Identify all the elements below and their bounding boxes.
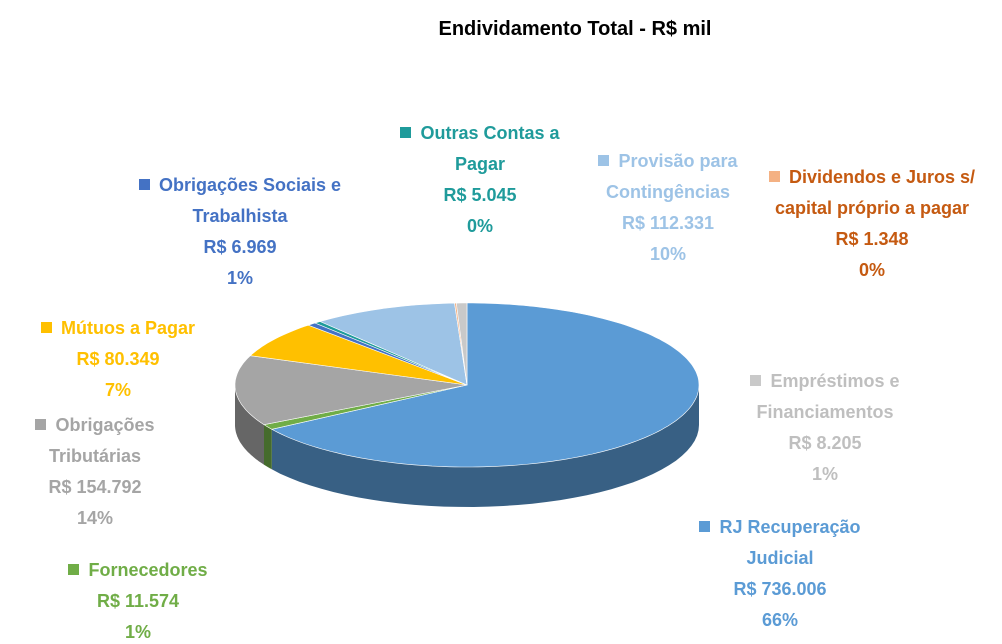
category-label: Obrigações Sociais e Trabalhista [158,175,342,226]
category-line: Obrigações Sociais e Trabalhista [120,170,360,232]
category-line: Fornecedores [23,555,253,586]
category-line: Outras Contas a Pagar [385,118,575,180]
category-label: Obrigações Tributárias [48,415,155,466]
value-label: R$ 1.348 [835,229,909,249]
slice [455,302,468,386]
value-label: R$ 80.349 [76,349,160,369]
data-label: Provisão para Contingências R$ 112.331 10% [578,146,758,270]
data-label: Obrigações Tributárias R$ 154.792 14% [20,410,170,534]
legend-marker [138,179,150,190]
slice [234,355,468,426]
data-label: Dividendos e Juros s/ capital próprio a … [765,162,980,286]
category-line: Obrigações Tributárias [20,410,170,472]
category-line: Mútuos a Pagar [3,313,233,344]
value-label: R$ 5.045 [443,185,517,205]
slice-side [235,385,264,465]
value-label: R$ 112.331 [621,213,715,233]
category-label: Outras Contas a Pagar [420,123,560,174]
slice [270,302,700,468]
percent-label: 14% [76,508,114,528]
value-label: R$ 8.205 [788,433,862,453]
category-line: Dividendos e Juros s/ capital próprio a … [765,162,980,224]
percent-label: 1% [226,268,253,288]
chart-title: Endividamento Total - R$ mil [438,18,712,40]
category-label: Provisão para Contingências [605,151,738,202]
percent-label: 7% [104,380,131,400]
category-label: Mútuos a Pagar [60,318,196,338]
slice-side [271,385,699,507]
legend-marker [750,375,762,386]
category-label: Dividendos e Juros s/ capital próprio a … [774,167,976,218]
data-label: Obrigações Sociais e Trabalhista R$ 6.969… [120,170,360,294]
legend-marker [598,155,610,166]
category-label: Empréstimos e Financiamentos [756,371,900,422]
legend-marker [400,127,412,138]
value-label: R$ 6.969 [203,237,277,257]
data-label: Empréstimos e Financiamentos R$ 8.205 1% [725,366,925,490]
percent-label: 0% [858,260,885,280]
category-line: Empréstimos e Financiamentos [725,366,925,428]
category-line: Provisão para Contingências [578,146,758,208]
legend-marker [768,171,780,182]
data-label: RJ Recuperação Judicial R$ 736.006 66% [680,512,880,636]
slice-side [264,424,272,470]
value-label: R$ 154.792 [48,477,142,497]
percent-label: 66% [761,610,799,630]
category-label: Fornecedores [88,560,208,580]
category-label: RJ Recuperação Judicial [719,517,861,568]
slice [249,324,468,386]
percent-label: 1% [124,622,151,642]
percent-label: 1% [811,464,838,484]
legend-marker [699,521,711,532]
category-line: RJ Recuperação Judicial [680,512,880,574]
slice [319,302,468,386]
legend-marker [68,564,80,575]
data-label: Fornecedores R$ 11.574 1% [23,555,253,644]
legend-marker [40,322,52,333]
percent-label: 0% [466,216,493,236]
data-label: Mútuos a Pagar R$ 80.349 7% [3,313,233,406]
value-label: R$ 736.006 [733,579,827,599]
percent-label: 10% [649,244,687,264]
data-label: Outras Contas a Pagar R$ 5.045 0% [385,118,575,242]
value-label: R$ 11.574 [96,591,180,611]
legend-marker [35,419,47,430]
